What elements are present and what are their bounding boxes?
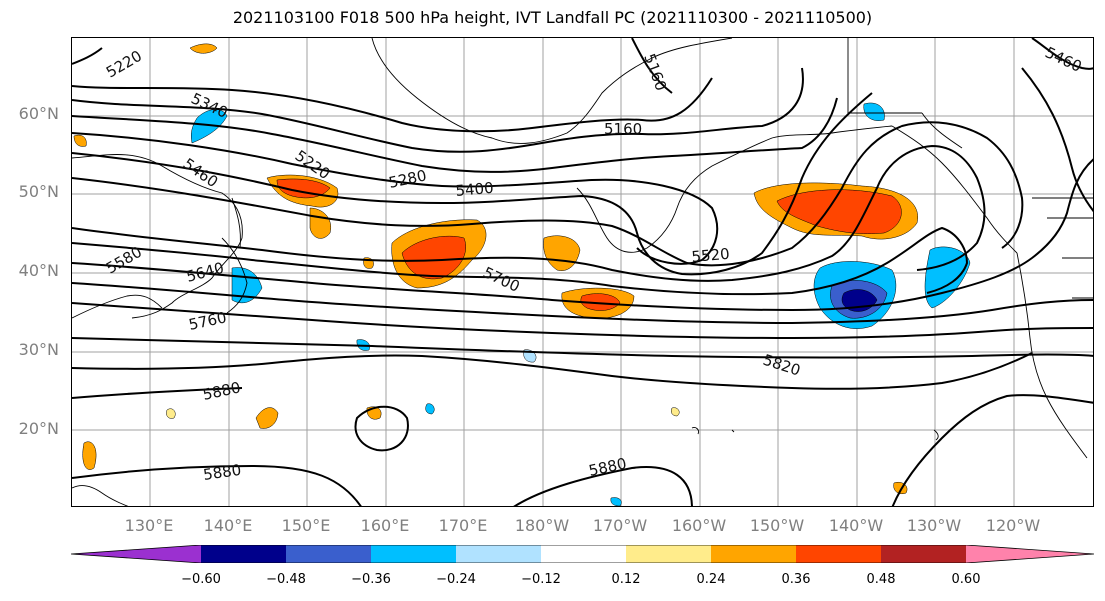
- contour-label-5520: 5520: [691, 245, 731, 266]
- lon-label-160e: 160°E: [360, 516, 410, 535]
- lon-label-170e: 170°E: [438, 516, 488, 535]
- colorbar-tick: −0.24: [436, 572, 476, 587]
- contour-label-5220-a: 5220: [103, 47, 145, 82]
- colorbar-tick: −0.36: [351, 572, 391, 587]
- colorbar-extend-min: [71, 545, 201, 563]
- colorbar-segment: [541, 545, 626, 563]
- lon-label-120w: 120°W: [985, 516, 1041, 535]
- contour-label-5880-c: 5880: [587, 454, 628, 480]
- contour-label-5280: 5280: [387, 166, 428, 192]
- contour-label-5880-b: 5880: [202, 461, 242, 484]
- lon-label-150e: 150°E: [281, 516, 331, 535]
- contour-label-5700: 5700: [480, 263, 522, 295]
- contour-label-5640: 5640: [184, 259, 226, 286]
- lat-label-50n: 50°N: [18, 182, 59, 201]
- colorbar-tick: 0.24: [696, 572, 726, 587]
- colorbar-segment: [796, 545, 881, 563]
- figure-title: 2021103100 F018 500 hPa height, IVT Land…: [232, 8, 873, 27]
- colorbar-tick: 0.60: [951, 572, 981, 587]
- lon-label-160w: 160°W: [671, 516, 727, 535]
- lat-label-40n: 40°N: [18, 261, 59, 280]
- colorbar-segment: [456, 545, 541, 563]
- colorbar: [71, 545, 1094, 563]
- lon-label-180w: 180°W: [514, 516, 570, 535]
- colorbar-segment: [626, 545, 711, 563]
- lon-label-150w: 150°W: [749, 516, 805, 535]
- colorbar-extend-max: [966, 545, 1094, 563]
- lon-label-140w: 140°W: [828, 516, 884, 535]
- colorbar-tick: −0.60: [181, 572, 221, 587]
- height-contours: [72, 38, 1093, 506]
- contour-label-5160: 5160: [604, 120, 642, 138]
- contour-label-5160-b: 5160: [640, 51, 670, 93]
- colorbar-tick: 0.48: [866, 572, 896, 587]
- colorbar-tick: −0.12: [521, 572, 561, 587]
- colorbar-segment: [201, 545, 286, 563]
- lon-label-170w: 170°W: [592, 516, 648, 535]
- colorbar-segment: [881, 545, 966, 563]
- contour-label-5460-a: 5460: [1042, 43, 1084, 75]
- contour-label-5400: 5400: [455, 179, 495, 200]
- lon-label-130e: 130°E: [124, 516, 174, 535]
- colorbar-tick: 0.12: [611, 572, 641, 587]
- lat-label-20n: 20°N: [18, 419, 59, 438]
- map-svg: 5220 5340 5160 5220 5280 5400 5580 5640 …: [72, 38, 1093, 506]
- lat-label-30n: 30°N: [18, 340, 59, 359]
- colorbar-segment: [286, 545, 371, 563]
- lon-label-140e: 140°E: [203, 516, 253, 535]
- colorbar-tick: 0.36: [781, 572, 811, 587]
- lat-label-60n: 60°N: [18, 104, 59, 123]
- colorbar-tick: −0.48: [266, 572, 306, 587]
- colorbar-segment: [371, 545, 456, 563]
- ivt-negative-regions: [190, 102, 971, 506]
- contour-label-5820: 5820: [761, 351, 803, 380]
- map-panel: 5220 5340 5160 5220 5280 5400 5580 5640 …: [71, 37, 1094, 507]
- contour-label-5880-a: 5880: [201, 378, 242, 404]
- colorbar-segment: [711, 545, 796, 563]
- lon-label-130w: 130°W: [906, 516, 962, 535]
